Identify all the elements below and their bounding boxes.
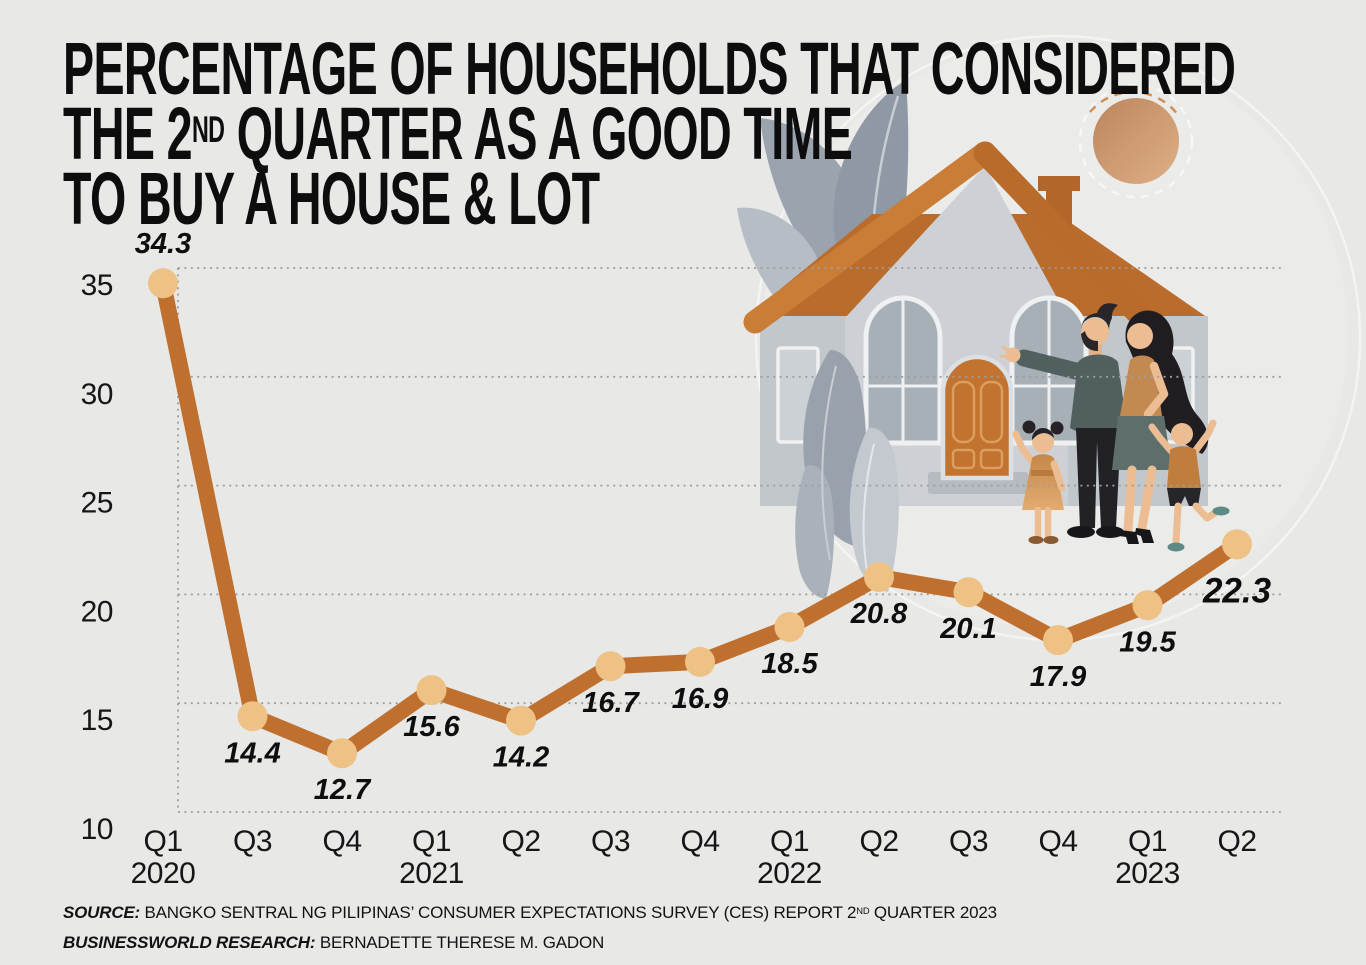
title-line-2-rest: QUARTER AS A GOOD TIME — [224, 92, 853, 175]
title-line-1: PERCENTAGE OF HOUSEHOLDS THAT CONSIDERED — [63, 27, 1236, 110]
y-axis-tick-label: 20 — [81, 595, 113, 628]
data-point-marker — [416, 675, 447, 706]
family-icon — [999, 303, 1230, 552]
data-point-label: 20.8 — [850, 598, 908, 630]
data-point-label: 14.4 — [224, 737, 280, 769]
y-axis-tick-label: 25 — [81, 487, 113, 520]
title-line-3: TO BUY A HOUSE & LOT — [63, 157, 600, 240]
x-axis-year-label: 2021 — [399, 857, 464, 890]
door-icon — [940, 354, 1014, 481]
sun-icon — [1078, 83, 1194, 199]
x-axis-tick-label: Q3 — [591, 825, 630, 858]
bush-leaves-icon — [795, 350, 899, 599]
data-point-marker — [953, 577, 984, 608]
x-axis-year-label: 2022 — [757, 857, 822, 890]
x-axis-tick-label: Q4 — [322, 825, 361, 858]
data-point-marker — [237, 701, 268, 732]
research-label: BUSINESSWORLD RESEARCH: — [63, 933, 316, 952]
source-text-rest: QUARTER 2023 — [869, 903, 997, 922]
gable-roof-left — [743, 141, 997, 334]
source-text: BANGKO SENTRAL NG PILIPINAS’ CONSUMER EX… — [140, 903, 857, 922]
data-point-marker — [148, 268, 178, 299]
data-point-label: 20.1 — [939, 613, 996, 645]
data-point-label: 17.9 — [1030, 661, 1086, 693]
x-axis-year-label: 2023 — [1115, 857, 1180, 890]
data-point-label: 16.7 — [582, 687, 640, 719]
x-axis-tick-label: Q3 — [949, 825, 988, 858]
man-figure — [999, 303, 1127, 538]
data-point-label: 14.2 — [493, 742, 549, 774]
y-axis-tick-label: 35 — [81, 269, 113, 302]
x-axis-tick-label: Q2 — [501, 825, 540, 858]
girl-figure — [1012, 420, 1066, 544]
x-axis-tick-label: Q4 — [1038, 825, 1077, 858]
data-point-label: 19.5 — [1119, 626, 1176, 658]
source-line: SOURCE: BANGKO SENTRAL NG PILIPINAS’ CON… — [63, 899, 997, 929]
title-line-2-text: THE 2 — [63, 92, 193, 175]
data-point-marker — [327, 738, 357, 769]
y-axis-tick-label: 30 — [81, 378, 113, 411]
source-label: SOURCE: — [63, 903, 140, 922]
boy-figure — [1148, 418, 1230, 552]
data-point-marker — [1222, 529, 1252, 560]
x-axis-tick-label: Q2 — [859, 825, 898, 858]
title-ordinal-superscript: ND — [191, 109, 225, 151]
x-axis-tick-label: Q4 — [680, 825, 719, 858]
woman-figure — [1112, 310, 1209, 544]
x-axis-tick-label: Q1 — [1128, 825, 1167, 858]
data-point-label: 15.6 — [403, 711, 460, 743]
y-axis-tick-label: 15 — [81, 704, 113, 737]
x-axis-tick-label: Q3 — [233, 825, 272, 858]
x-axis-tick-label: Q1 — [412, 825, 451, 858]
data-point-marker — [506, 705, 536, 736]
y-axis-tick-label: 10 — [81, 813, 113, 846]
x-axis-tick-label: Q1 — [770, 825, 809, 858]
title-line-2: THE 2ND QUARTER AS A GOOD TIME — [63, 97, 853, 179]
data-point-marker — [595, 651, 626, 682]
source-footer: SOURCE: BANGKO SENTRAL NG PILIPINAS’ CON… — [63, 899, 997, 957]
data-point-label: 34.3 — [135, 228, 191, 260]
data-point-marker — [1132, 590, 1163, 621]
data-point-marker — [774, 612, 805, 643]
x-axis-tick-label: Q2 — [1217, 825, 1256, 858]
data-point-label: 18.5 — [761, 648, 818, 680]
data-point-marker — [864, 561, 894, 592]
window-left-icon — [863, 295, 943, 446]
data-point-marker — [685, 646, 715, 677]
data-point-label: 12.7 — [314, 774, 372, 806]
research-value: BERNADETTE THERESE M. GADON — [315, 933, 605, 952]
data-point-label: 22.3 — [1202, 571, 1272, 610]
gable-roof-right — [973, 141, 1158, 334]
source-ordinal-superscript: ND — [856, 905, 870, 916]
data-point-label: 16.9 — [672, 683, 728, 715]
data-point-marker — [1043, 625, 1073, 656]
research-line: BUSINESSWORLD RESEARCH: BERNADETTE THERE… — [63, 929, 997, 957]
page-title: PERCENTAGE OF HOUSEHOLDS THAT CONSIDERED… — [63, 27, 1366, 240]
x-axis-year-label: 2020 — [131, 857, 196, 890]
x-axis-tick-label: Q1 — [143, 825, 182, 858]
